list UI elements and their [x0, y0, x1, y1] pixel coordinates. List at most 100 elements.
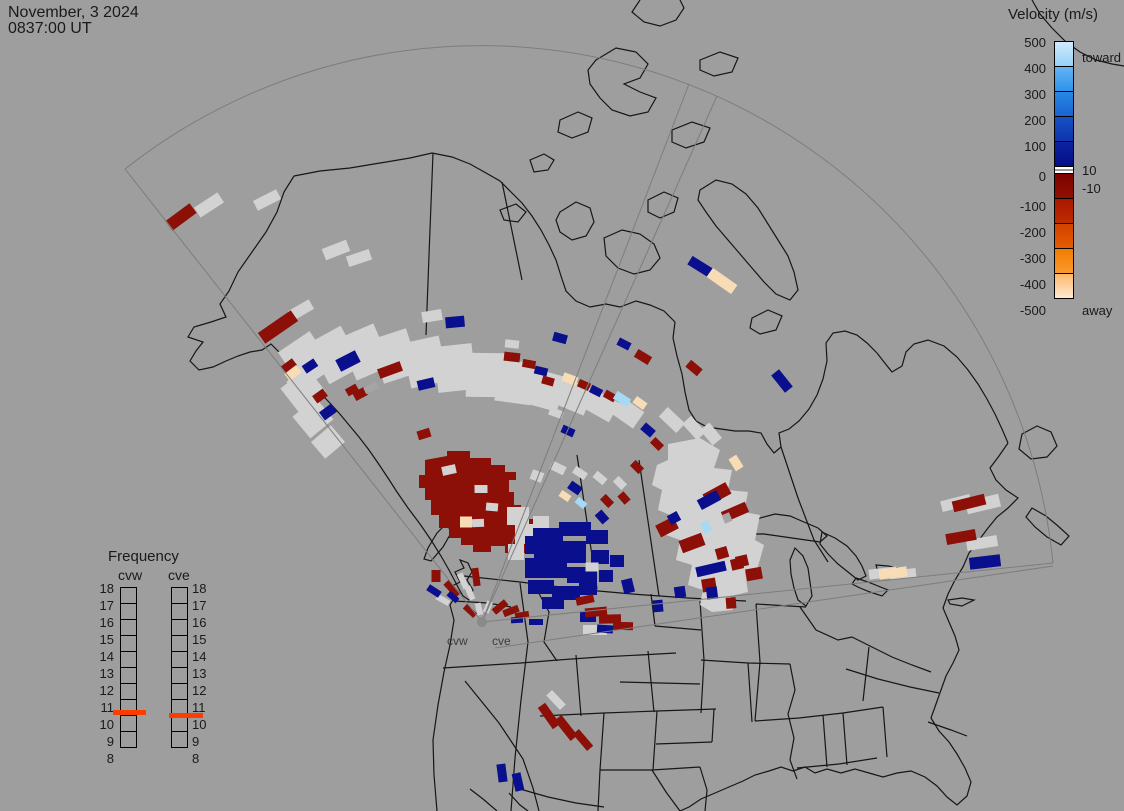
inner-pos-label: 10: [1082, 163, 1097, 178]
velocity-tick-label: -300: [1019, 251, 1046, 266]
scatter-cell-navy: [673, 585, 687, 599]
scatter-cell-navy: [533, 528, 563, 544]
velocity-tick-label: -100: [1019, 199, 1046, 214]
frequency-tick-label-left: 8: [106, 751, 114, 766]
scatter-cell-red: [617, 491, 631, 505]
frequency-tick-label-right: 11: [192, 700, 206, 715]
scatter-cell-gs: [583, 625, 607, 635]
scatter-cell-navy: [445, 315, 465, 329]
scatter-cell-red: [165, 203, 197, 231]
scatter-cell-navy: [616, 337, 632, 351]
frequency-tick-label-right: 10: [192, 717, 207, 732]
scatter-cell-navy: [586, 530, 608, 544]
frequency-bar-segment: [120, 731, 137, 748]
frequency-tick-label-right: 13: [192, 666, 207, 681]
velocity-tick-label: -400: [1019, 277, 1046, 292]
scatter-cell-gs: [441, 464, 457, 476]
scatter-cell-navy: [511, 772, 525, 792]
scatter-cell-gray: [363, 381, 379, 395]
scatter-cell-gs: [307, 325, 363, 385]
scatter-cell-red: [945, 528, 977, 546]
scatter-cell-gs: [287, 299, 315, 321]
frequency-tick-label-left: 12: [99, 683, 114, 698]
frequency-tick-label-right: 17: [192, 598, 207, 613]
scatter-cell-red: [537, 702, 561, 730]
scatter-cell-red: [576, 378, 592, 392]
scatter-cell-gs: [584, 389, 620, 423]
scatter-cell-gs: [471, 518, 485, 528]
scatter-cell-navy: [599, 570, 613, 582]
scatter-cell-gs: [433, 343, 477, 393]
velocity-colorbar-segment: [1054, 141, 1074, 167]
scatter-cell-red: [554, 715, 578, 741]
frequency-tick-label-left: 15: [99, 632, 114, 647]
scatter-cell-navy: [652, 599, 664, 613]
velocity-colorbar-segment: [1054, 91, 1074, 117]
velocity-tick-label: 400: [1024, 61, 1046, 76]
scatter-cell-red: [257, 310, 299, 344]
scatter-cell-red: [344, 383, 360, 397]
velocity-colorbar-segment: [1054, 116, 1074, 142]
scatter-cell-navy: [695, 560, 727, 578]
scatter-cell-gs: [611, 397, 645, 429]
frequency-bar-segment: [120, 651, 137, 668]
frequency-bar-segment: [171, 731, 188, 748]
scatter-cell-navy: [968, 554, 1002, 570]
scatter-cell-ltblue: [574, 496, 588, 510]
scatter-cell-gs: [310, 425, 346, 459]
scatter-cell-gs: [252, 189, 282, 211]
frequency-tick-label-right: 9: [192, 734, 200, 749]
scatter-cell-red: [521, 358, 537, 370]
frequency-tick-label-right: 14: [192, 649, 207, 664]
scatter-cell-gs: [523, 368, 567, 412]
frequency-bar-segment: [171, 651, 188, 668]
scatter-cell-navy: [552, 331, 568, 345]
fov-outer-arc: [124, 45, 1054, 564]
scatter-cell-navy: [533, 365, 549, 377]
scatter-cell-gs: [612, 475, 628, 491]
cve-frequency-marker: [169, 712, 203, 718]
scatter-cell-gs: [592, 470, 608, 486]
scatter-cell-gs: [533, 516, 549, 528]
frequency-tick-label-right: 16: [192, 615, 207, 630]
frequency-tick-label-right: 8: [192, 751, 200, 766]
scatter-cell-gs: [682, 415, 706, 441]
frequency-tick-label-right: 12: [192, 683, 207, 698]
scatter-cell-navy: [426, 584, 442, 598]
scatter-cell-gs: [193, 192, 225, 218]
scatter-cell-layer: [165, 189, 1002, 792]
scatter-cell-gs: [321, 239, 351, 261]
scatter-cell-peach: [706, 267, 738, 295]
velocity-tick-label: -500: [1019, 303, 1046, 318]
scatter-cell-peach: [558, 490, 572, 502]
frequency-bar-segment: [120, 587, 137, 604]
scatter-cell-gs: [413, 340, 439, 358]
scatter-cell-gs: [507, 507, 529, 525]
frequency-tick-label-left: 11: [100, 700, 115, 715]
scatter-cell-navy: [579, 583, 597, 595]
scatter-cell-navy: [594, 509, 610, 525]
scatter-cell-navy: [687, 255, 715, 279]
scatter-cell-gs: [585, 562, 599, 572]
radar-site-dot: [477, 617, 487, 627]
scatter-cell-navy: [552, 586, 580, 600]
velocity-tick-label: 500: [1024, 35, 1046, 50]
scatter-cell-navy: [335, 350, 361, 372]
scatter-cell-gs: [548, 406, 564, 420]
scatter-cell-red: [714, 546, 730, 560]
scatter-cell-gs: [700, 422, 722, 446]
velocity-tick-label: 100: [1024, 139, 1046, 154]
scatter-cell-red: [951, 493, 987, 513]
scatter-cell-red: [502, 604, 520, 618]
scatter-cell-navy: [496, 763, 508, 783]
scatter-cell-navy: [591, 550, 609, 564]
scatter-cell-red: [745, 566, 763, 582]
frequency-bar-segment: [171, 603, 188, 620]
scatter-cell-gs: [546, 689, 566, 711]
scatter-cell-navy: [529, 619, 543, 625]
scatter-cell-peach: [878, 566, 908, 580]
scatter-cell-peach: [728, 454, 744, 472]
scatter-cell-peach: [632, 395, 648, 411]
velocity-tick-label: 200: [1024, 113, 1046, 128]
frequency-tick-label-left: 16: [99, 615, 114, 630]
